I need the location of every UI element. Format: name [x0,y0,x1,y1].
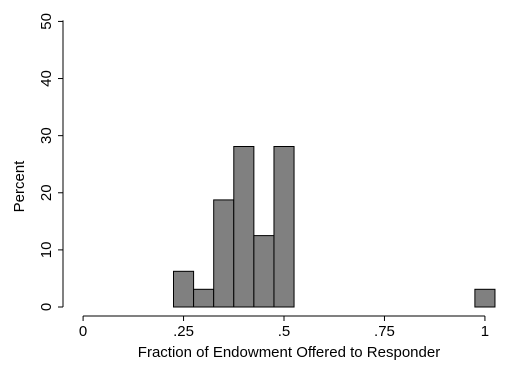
histogram-bar [273,146,295,308]
x-ticks: 0 .25 .5 .75 1 [79,316,489,340]
y-axis-title: Percent [11,160,28,213]
y-tick-label: 30 [38,127,55,144]
y-tick-label: 50 [38,13,55,30]
y-tick-label: 20 [38,184,55,201]
histogram-bar [474,288,496,308]
bars-layer [173,146,496,308]
histogram-bar [173,270,195,308]
y-tick-label: 10 [38,242,55,259]
histogram-bar [193,288,215,308]
y-tick-label: 0 [38,303,55,311]
histogram-bar [213,199,235,308]
x-tick-label: .5 [278,323,291,340]
y-ticks: 0 10 20 30 40 50 [38,13,63,311]
x-tick-label: 1 [481,323,489,340]
x-tick-label: 0 [79,323,87,340]
x-tick-label: .75 [374,323,395,340]
y-tick-label: 40 [38,70,55,87]
histogram-bar [233,146,255,308]
x-axis-title: Fraction of Endowment Offered to Respond… [138,344,440,361]
histogram-bar [253,235,275,308]
x-tick-label: .25 [173,323,194,340]
